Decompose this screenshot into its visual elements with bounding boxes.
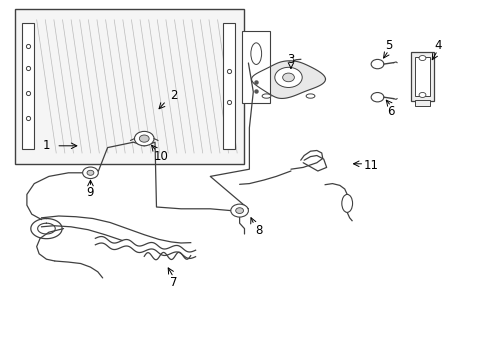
Circle shape (282, 73, 294, 82)
Circle shape (139, 135, 149, 142)
Bar (410, 52, 433, 101)
Text: 9: 9 (86, 186, 94, 199)
Bar (242, 31, 270, 103)
Circle shape (82, 167, 98, 179)
Circle shape (274, 67, 302, 87)
Text: 4: 4 (433, 39, 441, 51)
Polygon shape (251, 61, 325, 98)
Text: 2: 2 (169, 89, 177, 102)
Circle shape (230, 204, 248, 217)
Text: 1: 1 (42, 139, 50, 152)
Text: 6: 6 (386, 105, 394, 118)
Circle shape (418, 55, 425, 60)
Text: 8: 8 (255, 224, 263, 237)
Circle shape (87, 170, 94, 175)
Text: 10: 10 (154, 150, 168, 163)
Bar (414, 100, 429, 106)
Bar (15, 9, 244, 164)
Circle shape (235, 208, 243, 213)
Text: 7: 7 (169, 276, 177, 289)
Circle shape (370, 93, 383, 102)
Bar (414, 57, 429, 96)
Bar (22, 23, 34, 149)
Text: 11: 11 (364, 159, 378, 172)
Ellipse shape (305, 94, 314, 98)
Text: 3: 3 (286, 53, 294, 66)
Circle shape (134, 131, 154, 146)
Text: 5: 5 (384, 39, 392, 51)
Circle shape (418, 93, 425, 98)
Ellipse shape (341, 194, 352, 212)
Circle shape (370, 59, 383, 69)
Ellipse shape (262, 94, 270, 98)
Ellipse shape (250, 43, 261, 64)
Bar (223, 23, 235, 149)
